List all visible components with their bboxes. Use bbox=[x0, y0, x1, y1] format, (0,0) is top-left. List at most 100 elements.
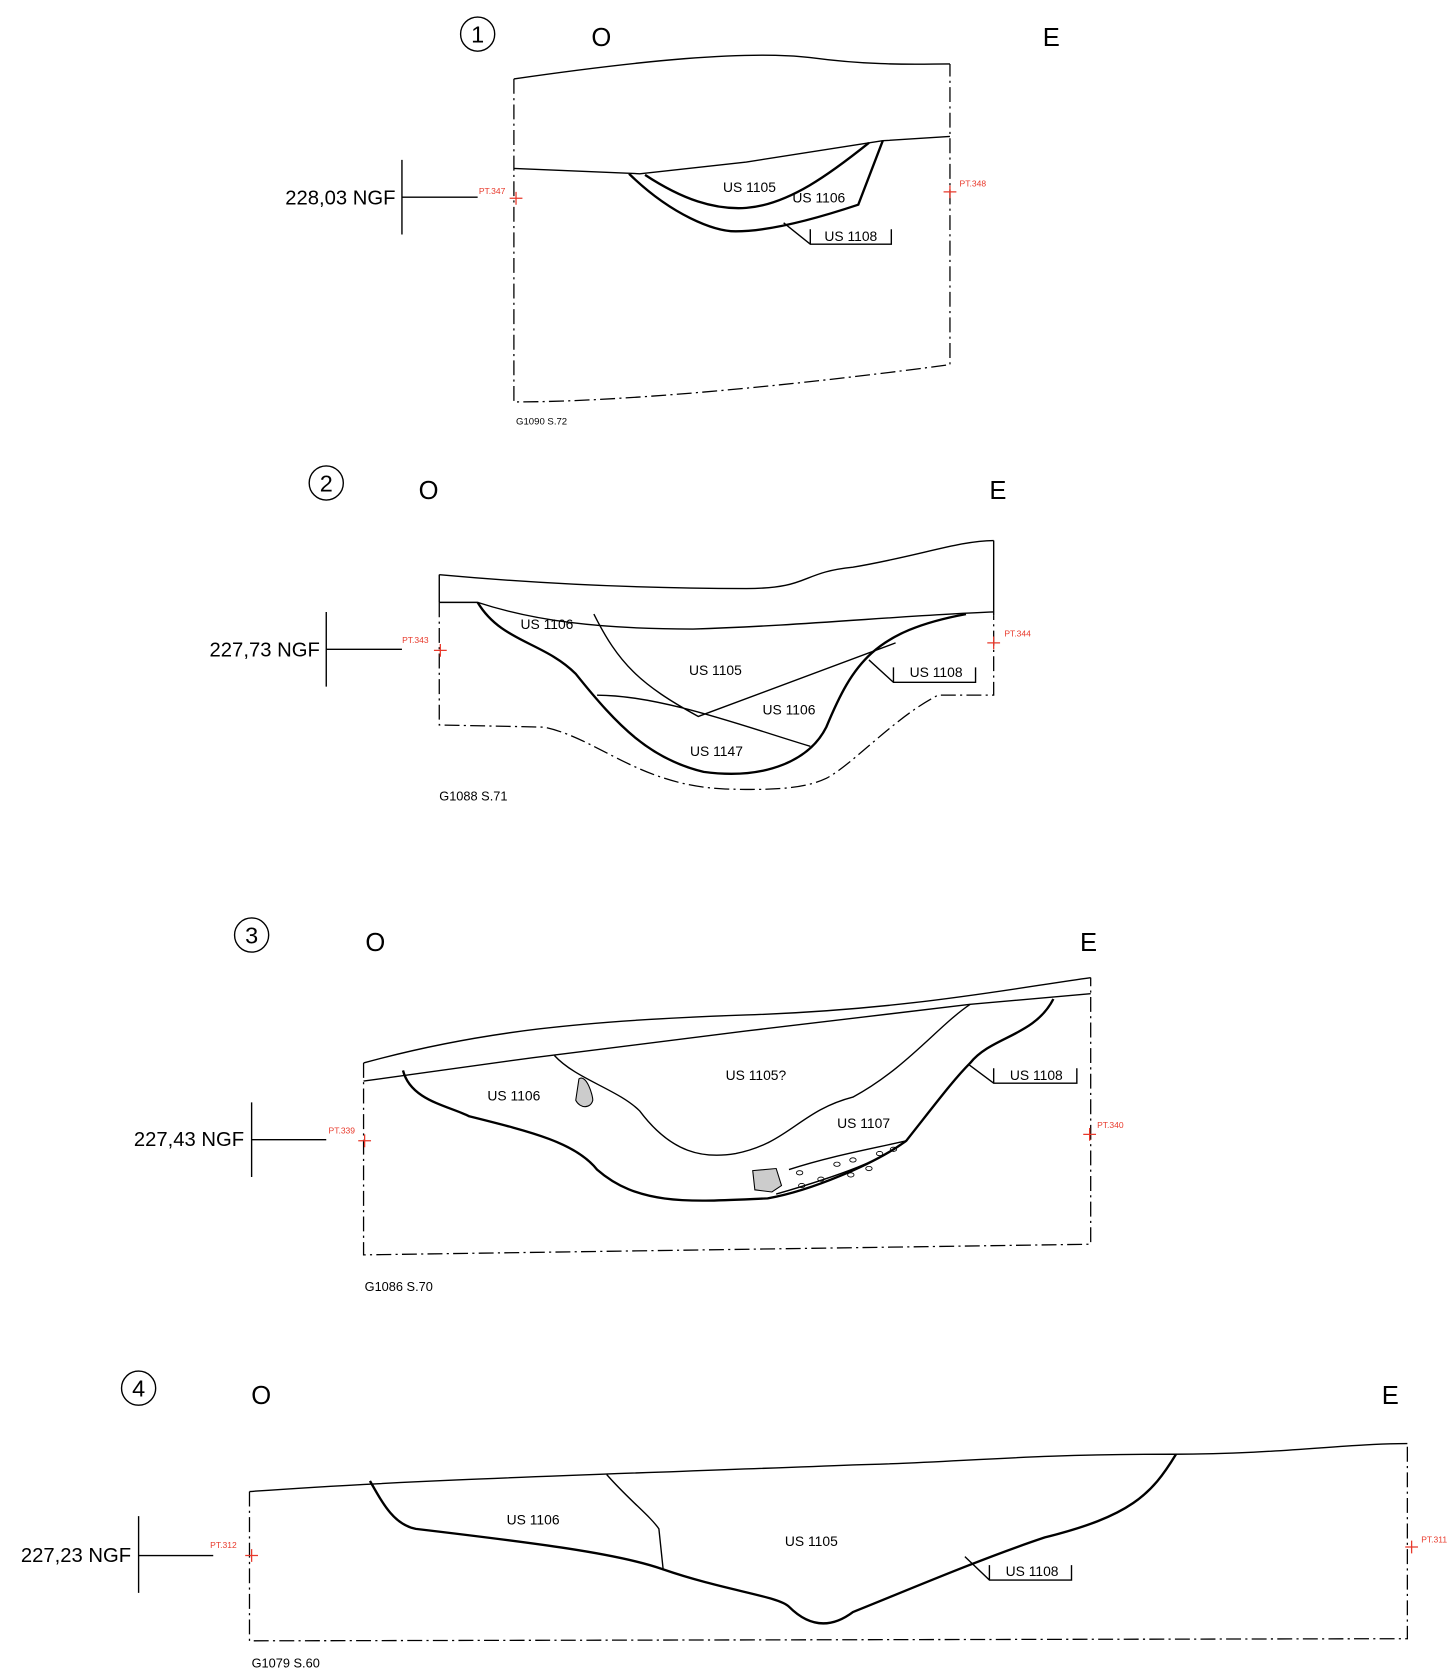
elevation-mark bbox=[250, 1102, 327, 1178]
east-label: E bbox=[1382, 1382, 1399, 1410]
surface bbox=[513, 54, 950, 80]
section-number: 3 bbox=[245, 923, 258, 949]
section: 4 O E US 1106 US 1105 US 1108 227,23 NGF… bbox=[21, 1370, 1447, 1670]
leader bbox=[964, 1556, 1073, 1581]
section-limit bbox=[438, 602, 995, 791]
gravel-lens bbox=[775, 1140, 907, 1195]
section: 2 O E US 1106 US 1105 US 1106 US 1147 US… bbox=[210, 465, 1031, 804]
reference: G1088 S.71 bbox=[439, 789, 507, 804]
west-label: O bbox=[365, 929, 385, 957]
surface bbox=[363, 976, 1091, 1064]
unit-label: US 1105 bbox=[723, 179, 776, 195]
unit-label: US 1105 bbox=[689, 662, 742, 678]
ground-line bbox=[363, 992, 1091, 1082]
pit-outline bbox=[628, 140, 884, 233]
point-label: PT.344 bbox=[1004, 628, 1031, 638]
unit-label: US 1108 bbox=[824, 228, 877, 244]
point-label: PT.312 bbox=[210, 1540, 237, 1550]
section: 3 O E US 1106 US 1105? US 1107 US 1108 2… bbox=[134, 917, 1124, 1294]
gravel bbox=[865, 1165, 873, 1172]
west-label: O bbox=[591, 24, 611, 52]
point-label: PT.340 bbox=[1097, 1120, 1124, 1130]
unit-label: US 1108 bbox=[1006, 1563, 1059, 1579]
number-circle bbox=[308, 465, 345, 501]
west-label: O bbox=[251, 1382, 271, 1410]
point-cross bbox=[509, 191, 523, 205]
elevation-mark bbox=[325, 611, 402, 687]
point-cross bbox=[358, 1134, 372, 1148]
pit-outline bbox=[476, 601, 967, 775]
stone bbox=[575, 1077, 594, 1108]
reference: G1090 S.72 bbox=[516, 416, 567, 427]
east-label: E bbox=[1043, 24, 1060, 52]
layer-line bbox=[593, 613, 896, 747]
unit-label: US 1106 bbox=[520, 616, 573, 632]
ground-line bbox=[513, 135, 951, 175]
unit-label: US 1147 bbox=[690, 743, 743, 759]
elevation: 228,03 NGF bbox=[285, 188, 395, 210]
elevation: 227,23 NGF bbox=[21, 1545, 131, 1567]
elevation: 227,73 NGF bbox=[210, 640, 320, 662]
reference: G1079 S.60 bbox=[252, 1655, 320, 1670]
section: 1 O E US 1105 US 1106 US 1108 228,03 NGF… bbox=[285, 16, 1060, 427]
leader bbox=[783, 222, 893, 245]
leader bbox=[868, 659, 977, 684]
point-cross bbox=[987, 636, 1001, 650]
elevation-mark bbox=[401, 159, 478, 235]
section-number: 1 bbox=[471, 22, 484, 48]
gravel bbox=[849, 1157, 857, 1163]
unit-label: US 1106 bbox=[763, 701, 816, 717]
number-circle bbox=[459, 16, 496, 52]
section-number: 2 bbox=[320, 470, 333, 496]
ground-line bbox=[439, 601, 994, 630]
layer-line bbox=[553, 1003, 971, 1156]
gravel bbox=[798, 1183, 806, 1189]
section-edge bbox=[438, 540, 995, 616]
number-circle bbox=[233, 917, 270, 953]
gravel bbox=[796, 1170, 804, 1176]
gravel bbox=[833, 1161, 841, 1167]
pit-outline bbox=[401, 998, 1055, 1202]
point-label: PT.339 bbox=[329, 1125, 356, 1135]
gravel bbox=[889, 1146, 898, 1152]
unit-label: US 1106 bbox=[487, 1087, 540, 1103]
section-limit bbox=[513, 63, 951, 403]
surface bbox=[439, 539, 994, 590]
point-cross bbox=[943, 185, 957, 199]
unit-label: US 1106 bbox=[792, 190, 845, 206]
layer-line bbox=[606, 1474, 664, 1570]
point-label: PT.311 bbox=[1421, 1535, 1447, 1545]
unit-label: US 1105? bbox=[726, 1067, 787, 1083]
west-label: O bbox=[419, 477, 439, 505]
unit-label: US 1108 bbox=[910, 664, 963, 680]
gravel bbox=[817, 1176, 825, 1182]
gravel bbox=[875, 1151, 884, 1157]
surface bbox=[249, 1442, 1408, 1493]
point-cross bbox=[433, 643, 447, 657]
section-limit bbox=[362, 977, 1092, 1256]
gravel bbox=[847, 1172, 855, 1178]
point-label: PT.347 bbox=[479, 186, 506, 196]
unit-label: US 1105 bbox=[785, 1533, 838, 1549]
unit-label: US 1108 bbox=[1010, 1067, 1063, 1083]
unit-label: US 1106 bbox=[507, 1512, 560, 1528]
number-circle bbox=[120, 1370, 157, 1406]
east-label: E bbox=[1080, 929, 1097, 957]
reference: G1086 S.70 bbox=[365, 1279, 433, 1294]
section-number: 4 bbox=[132, 1376, 145, 1402]
point-label: PT.348 bbox=[960, 179, 987, 189]
east-label: E bbox=[989, 477, 1006, 505]
pit-outline bbox=[368, 1453, 1177, 1625]
gravel bbox=[796, 1146, 898, 1189]
point-cross bbox=[1405, 1540, 1419, 1554]
point-cross bbox=[1083, 1127, 1097, 1141]
point-label: PT.343 bbox=[402, 635, 429, 645]
point-cross bbox=[245, 1549, 259, 1562]
elevation-mark bbox=[137, 1516, 214, 1593]
leader bbox=[967, 1063, 1078, 1084]
stone bbox=[752, 1167, 783, 1193]
elevation: 227,43 NGF bbox=[134, 1129, 244, 1151]
layer-line bbox=[644, 141, 870, 210]
